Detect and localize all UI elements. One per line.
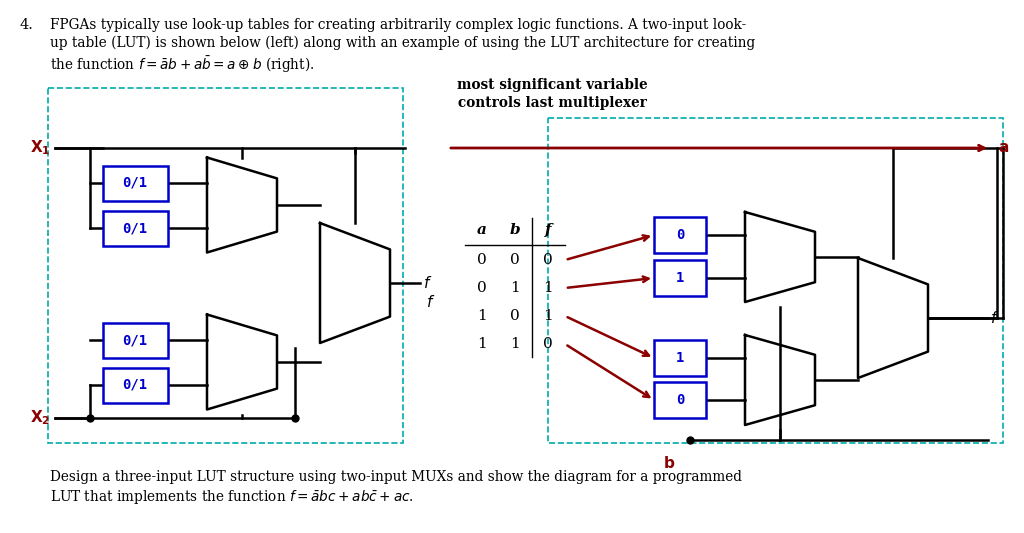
Bar [654,340,706,376]
Text: 0: 0 [676,228,684,242]
Text: 0: 0 [543,337,553,351]
Text: $\mathbf{a}$: $\mathbf{a}$ [998,141,1009,155]
Text: 1: 1 [477,337,486,351]
Bar [48,88,403,443]
Bar [654,260,706,296]
Text: 1: 1 [477,309,486,323]
Text: a: a [477,223,487,237]
Text: 0: 0 [676,393,684,407]
Text: 0/1: 0/1 [123,221,147,235]
Bar [102,322,168,358]
Text: 0: 0 [477,281,486,295]
Text: 4.: 4. [20,18,34,32]
Bar [102,166,168,200]
Text: $f$: $f$ [990,310,999,326]
Text: 0: 0 [543,253,553,267]
Text: $\mathbf{b}$: $\mathbf{b}$ [663,455,675,471]
Text: 1: 1 [543,281,553,295]
Text: $\mathbf{X_1}$: $\mathbf{X_1}$ [30,139,50,157]
Text: 0/1: 0/1 [123,378,147,392]
Text: 0: 0 [477,253,486,267]
Text: 0: 0 [510,253,520,267]
Text: 0: 0 [510,309,520,323]
Bar [102,211,168,246]
Text: 0/1: 0/1 [123,333,147,347]
Text: $f$: $f$ [426,294,435,310]
Text: 1: 1 [510,281,520,295]
Text: $f$: $f$ [423,275,432,291]
Bar [654,217,706,253]
Text: 1: 1 [676,351,684,365]
Bar [654,382,706,418]
Bar [548,118,1002,443]
Text: LUT that implements the function $f = \bar{a}bc + ab\bar{c} + ac$.: LUT that implements the function $f = \b… [50,488,414,506]
Text: 1: 1 [676,271,684,285]
Text: 1: 1 [510,337,520,351]
Text: Design a three-input LUT structure using two-input MUXs and show the diagram for: Design a three-input LUT structure using… [50,470,742,484]
Text: $\mathbf{X_2}$: $\mathbf{X_2}$ [30,409,50,427]
Text: 0/1: 0/1 [123,176,147,190]
Bar [102,367,168,402]
Text: 1: 1 [543,309,553,323]
Text: most significant variable
controls last multiplexer: most significant variable controls last … [457,78,647,110]
Text: b: b [510,223,520,237]
Text: f: f [545,223,551,237]
Text: the function $f = \bar{a}b + a\bar{b} = a\oplus b$ (right).: the function $f = \bar{a}b + a\bar{b} = … [50,54,314,75]
Text: FPGAs typically use look-up tables for creating arbitrarily complex logic functi: FPGAs typically use look-up tables for c… [50,18,746,32]
Text: up table (LUT) is shown below (left) along with an example of using the LUT arch: up table (LUT) is shown below (left) alo… [50,36,756,51]
